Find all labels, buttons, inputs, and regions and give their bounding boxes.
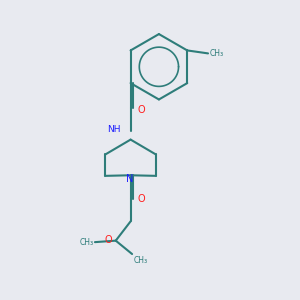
Text: N: N (126, 174, 134, 184)
Text: CH₃: CH₃ (134, 256, 148, 265)
Text: NH: NH (107, 125, 120, 134)
Text: CH₃: CH₃ (209, 49, 224, 58)
Text: CH₃: CH₃ (79, 238, 93, 247)
Text: O: O (104, 236, 112, 245)
Text: O: O (137, 105, 145, 115)
Text: O: O (137, 194, 145, 204)
